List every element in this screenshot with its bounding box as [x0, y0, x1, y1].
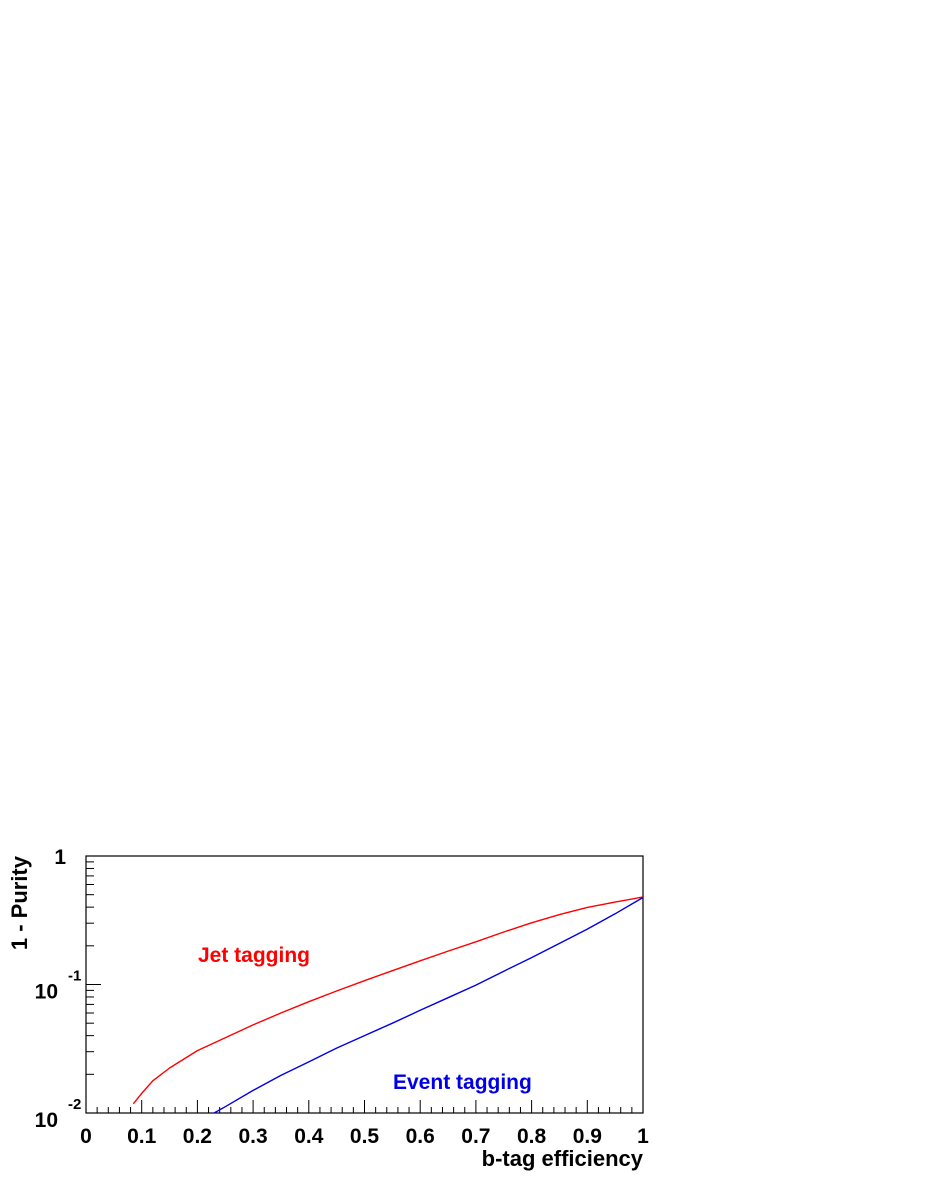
y-tick-label-exponent: -2: [68, 1096, 81, 1113]
y-axis-label: 1 - Purity: [7, 855, 32, 950]
x-tick-label: 0.6: [406, 1125, 435, 1148]
series-label-event-tagging: Event tagging: [393, 1071, 532, 1094]
x-tick-label: 0.3: [238, 1125, 267, 1148]
x-tick-label: 0.5: [350, 1125, 380, 1148]
x-tick-label: 1: [637, 1125, 649, 1148]
series-line-jet-tagging: [132, 896, 644, 1105]
y-axis-ticks: [86, 855, 101, 1114]
y-tick-label: 1: [54, 846, 66, 869]
x-tick-label: 0.9: [573, 1125, 602, 1148]
x-axis-label: b-tag efficiency: [482, 1146, 644, 1171]
x-axis-tick-labels: 0 0.1 0.2 0.3 0.4 0.5 0.6 0.7 0.8 0.9 1: [80, 1125, 649, 1148]
series-lines: [132, 896, 644, 1114]
y-axis-tick-labels: 1 10 -1 10 -2: [35, 846, 82, 1132]
x-tick-label: 0: [80, 1125, 92, 1148]
series-line-event-tagging: [213, 896, 644, 1114]
series-label-jet-tagging: Jet tagging: [198, 944, 310, 967]
x-tick-label: 0.7: [461, 1125, 490, 1148]
x-tick-label: 0.1: [127, 1125, 157, 1148]
y-tick-label-base: 10: [35, 981, 58, 1004]
x-axis-ticks: [85, 1100, 644, 1113]
x-tick-label: 0.2: [183, 1125, 212, 1148]
plot-frame: [85, 855, 644, 1114]
y-tick-label-base: 10: [35, 1109, 58, 1132]
y-tick-label-exponent: -1: [68, 968, 81, 985]
x-tick-label: 0.4: [294, 1125, 324, 1148]
x-tick-label: 0.8: [517, 1125, 547, 1148]
